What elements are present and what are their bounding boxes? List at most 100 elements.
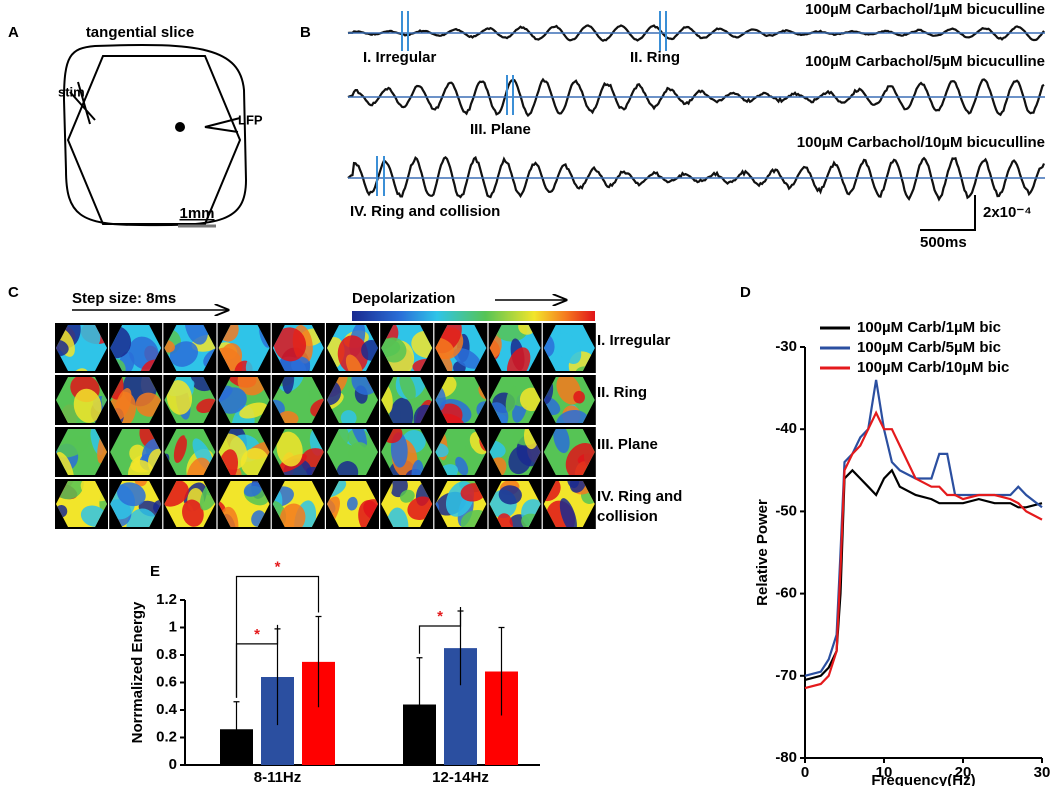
heat-blob bbox=[559, 498, 577, 527]
panel-label: A bbox=[8, 24, 19, 41]
heat-blob bbox=[56, 339, 69, 357]
heat-blob bbox=[117, 482, 146, 507]
heat-blob bbox=[153, 499, 162, 514]
heatmap bbox=[272, 325, 324, 371]
heatmap bbox=[543, 377, 595, 423]
heatmap bbox=[272, 481, 324, 527]
heat-blob bbox=[239, 402, 268, 419]
heat-blob bbox=[169, 341, 199, 367]
heatmap bbox=[218, 429, 270, 475]
x-tick-label: 10 bbox=[876, 764, 893, 781]
panel-label: C bbox=[8, 284, 19, 301]
heat-blob bbox=[495, 513, 513, 527]
heat-blob bbox=[389, 397, 414, 423]
heat-blob bbox=[273, 327, 307, 362]
heatmap bbox=[381, 377, 433, 423]
error-bar bbox=[315, 615, 322, 708]
event-label: III. Plane bbox=[470, 121, 531, 138]
y-tick-label: 1.2 bbox=[156, 591, 177, 608]
panel-label: B bbox=[300, 24, 311, 41]
y-tick-label: -60 bbox=[775, 585, 797, 602]
heat-blob bbox=[110, 325, 132, 359]
heat-blob bbox=[291, 356, 311, 371]
y-tick-label: -70 bbox=[775, 667, 797, 684]
heatmap bbox=[218, 377, 270, 423]
heat-blob bbox=[218, 449, 239, 475]
scale-label: 1mm bbox=[179, 205, 214, 222]
x-tick-label: 12-14Hz bbox=[432, 769, 489, 786]
lfp-electrode bbox=[204, 117, 241, 133]
significance-label: * bbox=[275, 558, 281, 575]
significance-label: * bbox=[254, 626, 260, 643]
heat-blob bbox=[556, 409, 590, 423]
y-tick-label: -40 bbox=[775, 420, 797, 437]
x-tick-label: 30 bbox=[1034, 764, 1050, 781]
step-label: Step size: 8ms bbox=[72, 290, 176, 307]
heat-blob bbox=[381, 338, 401, 358]
heat-blob bbox=[127, 460, 156, 475]
line bbox=[804, 468, 1043, 681]
x-tick-label: 20 bbox=[955, 764, 972, 781]
stim-electrode bbox=[69, 81, 96, 125]
line bbox=[804, 410, 1043, 690]
lfp-label: LFP bbox=[238, 112, 263, 127]
heat-blob bbox=[279, 503, 306, 527]
heat-blob bbox=[337, 335, 369, 371]
colorbar-label: Depolarization bbox=[352, 290, 455, 307]
heat-blob bbox=[411, 459, 424, 475]
heatmap bbox=[435, 481, 487, 527]
heat-blob bbox=[453, 348, 481, 369]
heat-blob bbox=[543, 395, 561, 416]
condition-label: 100µM Carbachol/5µM bicuculline bbox=[805, 53, 1045, 70]
heat-blob bbox=[184, 325, 208, 345]
heat-blob bbox=[336, 461, 359, 475]
heat-blob bbox=[184, 429, 206, 445]
heatmap bbox=[56, 377, 107, 423]
heat-blob bbox=[293, 481, 307, 488]
scale-bar bbox=[920, 195, 976, 231]
heatmap bbox=[164, 481, 216, 527]
row-label: I. Irregular bbox=[597, 332, 671, 349]
heat-blob bbox=[164, 339, 175, 353]
panel-title: tangential slice bbox=[86, 24, 194, 41]
heat-blob bbox=[140, 359, 162, 371]
x-tick-label: 8-11Hz bbox=[254, 769, 302, 786]
significance-label: * bbox=[437, 608, 443, 625]
error-bar bbox=[498, 626, 505, 716]
heatmap bbox=[164, 429, 216, 475]
heat-blob bbox=[134, 481, 148, 487]
heat-blob bbox=[556, 332, 582, 365]
heatmaps: I. Irregular II. Ring III. Plane IV. Ring a… bbox=[55, 323, 682, 529]
heat-blob bbox=[243, 482, 263, 497]
line bbox=[804, 379, 1043, 677]
row-label: II. Ring bbox=[597, 384, 647, 401]
heat-blob bbox=[567, 481, 580, 489]
heat-blob bbox=[345, 354, 363, 371]
heat-blob bbox=[57, 436, 89, 458]
heatmap bbox=[489, 481, 541, 527]
y-tick-label: 0.4 bbox=[156, 701, 178, 718]
y-tick-label: -50 bbox=[775, 502, 797, 519]
scale-y-label: 2x10⁻⁴ bbox=[983, 204, 1032, 221]
heat-blob bbox=[114, 388, 132, 421]
trace bbox=[347, 77, 1045, 118]
heat-blob bbox=[553, 429, 570, 454]
y-tick-label: 0.6 bbox=[156, 673, 177, 690]
heat-blob bbox=[73, 388, 102, 423]
heat-blob bbox=[347, 496, 358, 511]
heat-blob bbox=[340, 410, 357, 423]
heat-blob bbox=[386, 507, 409, 527]
error-bar bbox=[416, 657, 423, 752]
heat-blob bbox=[135, 392, 162, 417]
condition-label: 100µM Carbachol/1µM bicuculline bbox=[805, 1, 1045, 18]
heat-blob bbox=[126, 508, 159, 527]
significance-bracket bbox=[235, 575, 320, 698]
heat-blob bbox=[573, 390, 585, 404]
condition-label: 100µM Carbachol/10µM bicuculline bbox=[797, 134, 1045, 151]
y-axis-label: Norrmalized Energy bbox=[129, 601, 146, 743]
heat-blob bbox=[463, 445, 481, 474]
heat-blob bbox=[348, 481, 365, 492]
heat-blob bbox=[173, 435, 187, 463]
charts: D-30-40-50-60-70-800 10 20 30Frequency(Hz)R… bbox=[129, 284, 1050, 786]
